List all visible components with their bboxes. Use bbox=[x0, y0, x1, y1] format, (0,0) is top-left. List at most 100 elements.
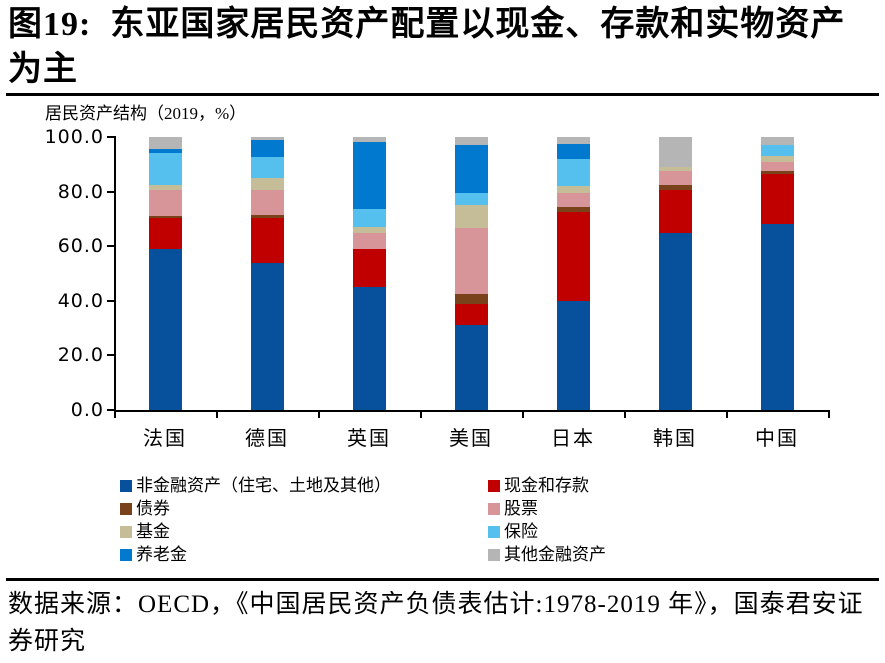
legend-swatch-icon bbox=[120, 548, 132, 561]
bar-segment bbox=[352, 137, 386, 143]
x-tick bbox=[828, 410, 830, 418]
bar-segment bbox=[760, 161, 794, 172]
bar-segment bbox=[556, 300, 590, 410]
legend-item: 非金融资产（住宅、土地及其他） bbox=[120, 476, 488, 496]
bar-segment bbox=[454, 192, 488, 206]
category-label: 中国 bbox=[755, 428, 799, 450]
bar-segment bbox=[760, 137, 794, 146]
chart-subtitle: 居民资产结构（2019，%） bbox=[45, 104, 247, 123]
legend-swatch-icon bbox=[488, 525, 500, 538]
legend-item: 其他金融资产 bbox=[488, 545, 780, 565]
legend-label: 基金 bbox=[136, 521, 170, 541]
y-tick bbox=[107, 245, 115, 248]
bar-segment bbox=[556, 206, 590, 213]
data-source-note: 数据来源：OECD，《中国居民资产负债表估计:1978-2019 年》，国泰君安… bbox=[8, 591, 864, 655]
category-label: 德国 bbox=[245, 428, 289, 450]
bar-segment bbox=[148, 216, 182, 218]
bar-segment bbox=[556, 158, 590, 187]
bar-segment bbox=[250, 262, 284, 410]
bar-segment bbox=[250, 190, 284, 215]
bar-segment bbox=[454, 137, 488, 146]
bar-segment bbox=[556, 212, 590, 301]
y-tick-label: 80.0 bbox=[57, 180, 104, 203]
bar-segment bbox=[760, 156, 794, 162]
legend-item: 保险 bbox=[488, 522, 780, 542]
bar-segment bbox=[454, 293, 488, 304]
y-tick-label: 20.0 bbox=[57, 344, 104, 367]
x-tick bbox=[420, 410, 422, 418]
bar-segment bbox=[760, 145, 794, 157]
legend-label: 养老金 bbox=[136, 544, 187, 564]
bar-segment bbox=[556, 143, 590, 159]
bar-segment bbox=[250, 157, 284, 178]
bar-segment bbox=[250, 214, 284, 218]
bar-segment bbox=[352, 142, 386, 210]
bar-segment bbox=[148, 149, 182, 154]
bar-segment bbox=[250, 137, 284, 140]
legend-swatch-icon bbox=[120, 502, 132, 515]
legend-item: 债券 bbox=[120, 499, 488, 519]
bar-segment bbox=[352, 248, 386, 288]
bar-segment bbox=[658, 171, 692, 185]
bar-segment bbox=[148, 248, 182, 410]
legend-label: 股票 bbox=[504, 498, 538, 518]
y-tick bbox=[107, 136, 115, 138]
bar-segment bbox=[760, 171, 794, 174]
bar-segment bbox=[250, 139, 284, 158]
bar-segment bbox=[658, 184, 692, 191]
y-tick bbox=[107, 299, 115, 302]
bar-segment bbox=[250, 217, 284, 263]
legend: 非金融资产（住宅、土地及其他） 现金和存款债券 股票基金 保险养老金 其他金融资产 bbox=[120, 474, 780, 566]
bar-segment bbox=[760, 224, 794, 410]
legend-label: 债券 bbox=[136, 498, 170, 518]
stacked-bar-chart: 0.0 20.0 40.0 60.0 80.0 100.0 法国 德国 英国 美国 日本 韩国 中国 bbox=[44, 126, 830, 450]
x-tick bbox=[624, 410, 626, 418]
legend-label: 其他金融资产 bbox=[504, 544, 606, 564]
bar-segment bbox=[352, 232, 386, 249]
legend-label: 保险 bbox=[504, 521, 538, 541]
bar-segment bbox=[148, 137, 182, 150]
bar-segment bbox=[556, 186, 590, 193]
legend-label: 非金融资产（住宅、土地及其他） bbox=[136, 475, 391, 495]
legend-item: 现金和存款 bbox=[488, 476, 780, 496]
bar-segment bbox=[454, 145, 488, 193]
bar-segment bbox=[454, 228, 488, 294]
category-label: 日本 bbox=[551, 428, 595, 450]
legend-label: 现金和存款 bbox=[504, 475, 589, 495]
category-label: 英国 bbox=[347, 428, 391, 450]
bar-segment bbox=[556, 192, 590, 207]
category-label: 美国 bbox=[449, 428, 493, 450]
x-tick bbox=[726, 410, 728, 418]
legend-swatch-icon bbox=[488, 548, 500, 561]
y-axis-line bbox=[114, 136, 116, 412]
bar-segment bbox=[760, 173, 794, 225]
y-tick-label: 40.0 bbox=[57, 289, 104, 312]
bar-segment bbox=[148, 190, 182, 217]
y-tick-label: 0.0 bbox=[70, 399, 104, 421]
y-tick bbox=[107, 190, 115, 193]
bar-segment bbox=[454, 303, 488, 326]
bar-segment bbox=[352, 209, 386, 228]
category-label: 韩国 bbox=[653, 428, 697, 450]
x-tick bbox=[318, 410, 320, 418]
legend-swatch-icon bbox=[488, 502, 500, 515]
figure-title: 图19: 东亚国家居民资产配置以现金、存款和实物资产为主 bbox=[8, 6, 846, 88]
bar-segment bbox=[658, 232, 692, 410]
y-tick-label: 100.0 bbox=[44, 126, 104, 148]
y-tick bbox=[107, 354, 115, 357]
bar-segment bbox=[148, 153, 182, 185]
category-label: 法国 bbox=[143, 428, 187, 450]
title-divider bbox=[6, 93, 879, 96]
x-tick bbox=[216, 410, 218, 418]
bar-segment bbox=[658, 190, 692, 233]
bar-segment bbox=[148, 217, 182, 249]
x-axis-line bbox=[114, 410, 830, 412]
bar-segment bbox=[658, 167, 692, 172]
x-tick bbox=[522, 410, 524, 418]
legend-swatch-icon bbox=[488, 479, 500, 492]
legend-swatch-icon bbox=[120, 525, 132, 538]
bar-segment bbox=[454, 325, 488, 410]
legend-item: 基金 bbox=[120, 522, 488, 542]
bar-segment bbox=[352, 227, 386, 233]
x-tick bbox=[114, 410, 116, 418]
